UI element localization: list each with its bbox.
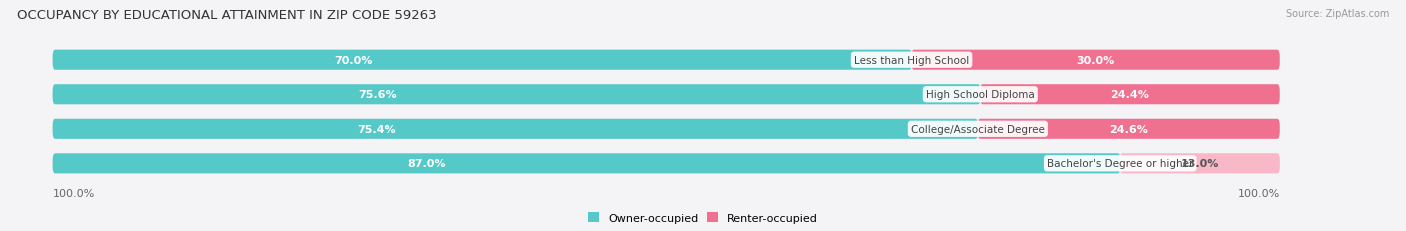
FancyBboxPatch shape	[52, 50, 1279, 70]
FancyBboxPatch shape	[977, 119, 1279, 139]
Text: Source: ZipAtlas.com: Source: ZipAtlas.com	[1285, 9, 1389, 19]
Legend: Owner-occupied, Renter-occupied: Owner-occupied, Renter-occupied	[583, 208, 823, 227]
Text: 70.0%: 70.0%	[335, 55, 373, 65]
FancyBboxPatch shape	[980, 85, 1279, 105]
FancyBboxPatch shape	[1121, 154, 1279, 174]
Text: 87.0%: 87.0%	[408, 159, 446, 169]
Text: High School Diploma: High School Diploma	[927, 90, 1035, 100]
FancyBboxPatch shape	[52, 154, 1279, 174]
Text: OCCUPANCY BY EDUCATIONAL ATTAINMENT IN ZIP CODE 59263: OCCUPANCY BY EDUCATIONAL ATTAINMENT IN Z…	[17, 9, 436, 22]
FancyBboxPatch shape	[52, 119, 1279, 139]
Text: Less than High School: Less than High School	[853, 55, 969, 65]
FancyBboxPatch shape	[52, 154, 1121, 174]
Text: 13.0%: 13.0%	[1181, 159, 1219, 169]
FancyBboxPatch shape	[52, 85, 1279, 105]
FancyBboxPatch shape	[52, 119, 977, 139]
Text: College/Associate Degree: College/Associate Degree	[911, 124, 1045, 134]
Text: 30.0%: 30.0%	[1077, 55, 1115, 65]
Text: 24.4%: 24.4%	[1111, 90, 1150, 100]
FancyBboxPatch shape	[52, 85, 980, 105]
Text: Bachelor's Degree or higher: Bachelor's Degree or higher	[1047, 159, 1194, 169]
Text: 75.4%: 75.4%	[357, 124, 396, 134]
Text: 24.6%: 24.6%	[1109, 124, 1149, 134]
FancyBboxPatch shape	[911, 50, 1279, 70]
FancyBboxPatch shape	[52, 50, 911, 70]
Text: 100.0%: 100.0%	[52, 188, 96, 198]
Text: 75.6%: 75.6%	[359, 90, 396, 100]
Text: 100.0%: 100.0%	[1237, 188, 1279, 198]
